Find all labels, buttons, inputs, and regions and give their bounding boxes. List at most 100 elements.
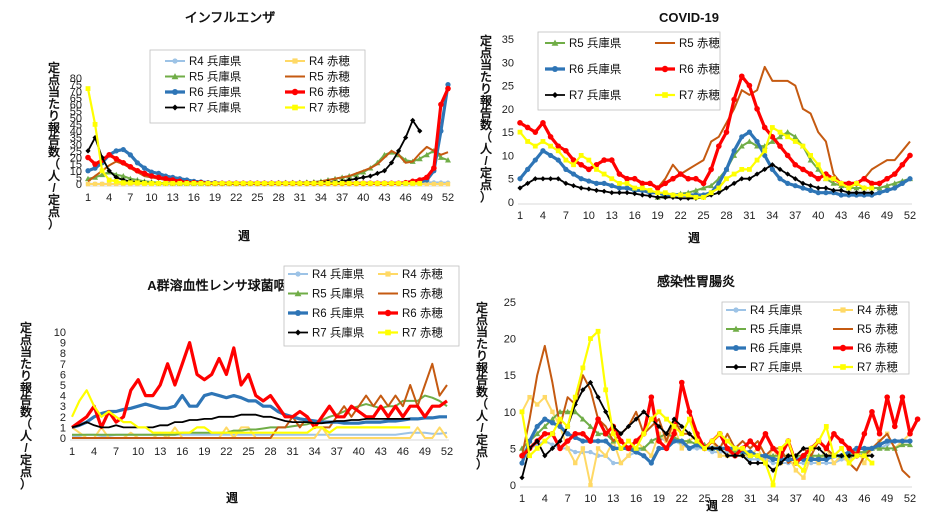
data-point-R7 兵庫県: [853, 190, 860, 196]
data-point-R4 兵庫県: [824, 460, 829, 466]
data-point-R7 赤穂: [731, 171, 737, 177]
x-tick-label: 19: [653, 493, 665, 505]
legend-box: [149, 49, 366, 124]
legend-label: R7 赤穂: [402, 326, 443, 340]
y-tick-label: 2: [60, 412, 66, 424]
data-point-R6 赤穂: [661, 65, 669, 73]
x-tick-label: 37: [336, 192, 348, 204]
x-tick-label: 13: [154, 446, 166, 458]
data-point-R6 赤穂: [891, 171, 898, 177]
x-tick-label: 49: [881, 210, 893, 222]
data-point-R6 赤穂: [595, 416, 601, 422]
data-point-R7 兵庫県: [632, 191, 638, 197]
data-point-R7 兵庫県: [388, 160, 395, 166]
x-tick-label: 34: [315, 192, 327, 204]
data-point-R7 兵庫県: [587, 379, 594, 386]
data-point-R7 兵庫県: [733, 364, 739, 370]
data-point-R7 赤穂: [739, 167, 745, 172]
data-point-R7 兵庫県: [578, 185, 584, 191]
data-point-R7 兵庫県: [777, 166, 783, 172]
y-axis-label: 定点当たり報告数（人/定点）: [480, 33, 493, 204]
x-tick-label: 22: [674, 210, 686, 222]
data-point-R6 赤穂: [580, 430, 586, 437]
data-point-R6 兵庫県: [807, 187, 814, 193]
data-point-R4 赤穂: [565, 446, 570, 451]
legend-label: R7 兵庫県: [750, 360, 803, 374]
data-point-R6 兵庫県: [565, 431, 571, 437]
data-point-R7 兵庫県: [106, 168, 112, 174]
data-point-R6 赤穂: [861, 175, 867, 182]
legend-label: R6 赤穂: [402, 306, 443, 320]
data-point-R5 兵庫県: [830, 180, 837, 186]
data-point-R5 兵庫県: [769, 138, 776, 144]
data-point-R6 赤穂: [601, 157, 607, 163]
data-point-R6 兵庫県: [679, 438, 685, 444]
x-tick-label: 22: [230, 192, 242, 204]
data-point-R7 兵庫県: [647, 193, 653, 199]
data-point-R7 赤穂: [233, 180, 239, 186]
data-point-R5 兵庫県: [907, 441, 913, 448]
data-point-R7 赤穂: [555, 148, 561, 154]
series-line-R5 兵庫県: [72, 394, 448, 436]
data-point-R7 兵庫県: [586, 186, 592, 192]
legend-label: R4 兵庫県: [312, 267, 365, 281]
data-point-R7 赤穂: [632, 185, 638, 191]
legend-label: R4 赤穂: [402, 267, 443, 281]
data-point-R6 赤穂: [876, 180, 883, 187]
y-tick-label: 35: [502, 34, 514, 46]
x-tick-label: 4: [91, 446, 97, 458]
data-point-R6 赤穂: [693, 175, 699, 182]
data-point-R6 赤穂: [746, 82, 753, 89]
data-point-R6 兵庫県: [595, 438, 601, 444]
data-point-R7 兵庫県: [525, 180, 531, 186]
data-point-R4 赤穂: [580, 446, 586, 451]
data-point-R6 兵庫県: [899, 438, 905, 444]
data-point-R5 兵庫県: [549, 416, 556, 422]
data-point-R4 赤穂: [431, 181, 437, 187]
data-point-R5 兵庫県: [700, 185, 707, 191]
data-point-R5 兵庫県: [891, 180, 898, 186]
x-tick-label: 31: [294, 192, 306, 204]
data-point-R6 兵庫県: [601, 180, 607, 186]
data-point-R7 赤穂: [527, 453, 533, 459]
series-line-R7 兵庫県: [71, 413, 411, 429]
data-point-R7 赤穂: [609, 176, 615, 182]
data-point-R4 赤穂: [85, 181, 91, 187]
data-point-R6 兵庫県: [555, 157, 561, 163]
data-point-R6 兵庫県: [876, 442, 883, 448]
data-point-R4 赤穂: [527, 394, 532, 400]
data-point-R7 赤穂: [519, 409, 525, 415]
data-point-R6 赤穂: [899, 394, 906, 400]
data-point-R7 赤穂: [389, 180, 394, 186]
x-tick-label: 22: [676, 493, 688, 505]
data-point-R7 兵庫県: [542, 453, 548, 459]
data-point-R7 兵庫県: [563, 180, 569, 186]
y-tick-label: 5: [60, 380, 66, 392]
data-point-R7 赤穂: [191, 180, 197, 186]
series-R5 兵庫県: [654, 129, 913, 200]
data-point-R6 赤穂: [113, 156, 120, 162]
data-point-R7 兵庫県: [92, 135, 98, 141]
data-point-R7 赤穂: [716, 185, 722, 191]
data-point-R4 赤穂: [793, 468, 799, 473]
data-point-R7 赤穂: [283, 180, 289, 186]
legend-label: R6 赤穂: [679, 62, 720, 76]
data-point-R7 赤穂: [777, 129, 783, 135]
series-R7 赤穂: [71, 389, 411, 434]
data-point-R7 赤穂: [396, 180, 401, 186]
data-point-R4 兵庫県: [550, 442, 555, 447]
x-tick-label: 25: [242, 446, 254, 458]
y-tick-label: 30: [70, 139, 82, 151]
data-point-R6 赤穂: [671, 430, 677, 437]
data-point-R7 兵庫県: [717, 445, 723, 451]
data-point-R7 赤穂: [740, 446, 746, 451]
data-point-R7 兵庫県: [527, 445, 533, 451]
legend-label: R6 兵庫県: [312, 306, 365, 320]
data-point-R7 兵庫県: [625, 423, 632, 430]
data-point-R7 赤穂: [670, 192, 676, 198]
series-line-R5 赤穂: [656, 65, 911, 189]
data-point-R6 赤穂: [861, 430, 868, 437]
data-point-R7 赤穂: [662, 190, 668, 196]
data-point-R5 兵庫県: [640, 445, 647, 451]
data-point-R7 赤穂: [747, 453, 753, 459]
